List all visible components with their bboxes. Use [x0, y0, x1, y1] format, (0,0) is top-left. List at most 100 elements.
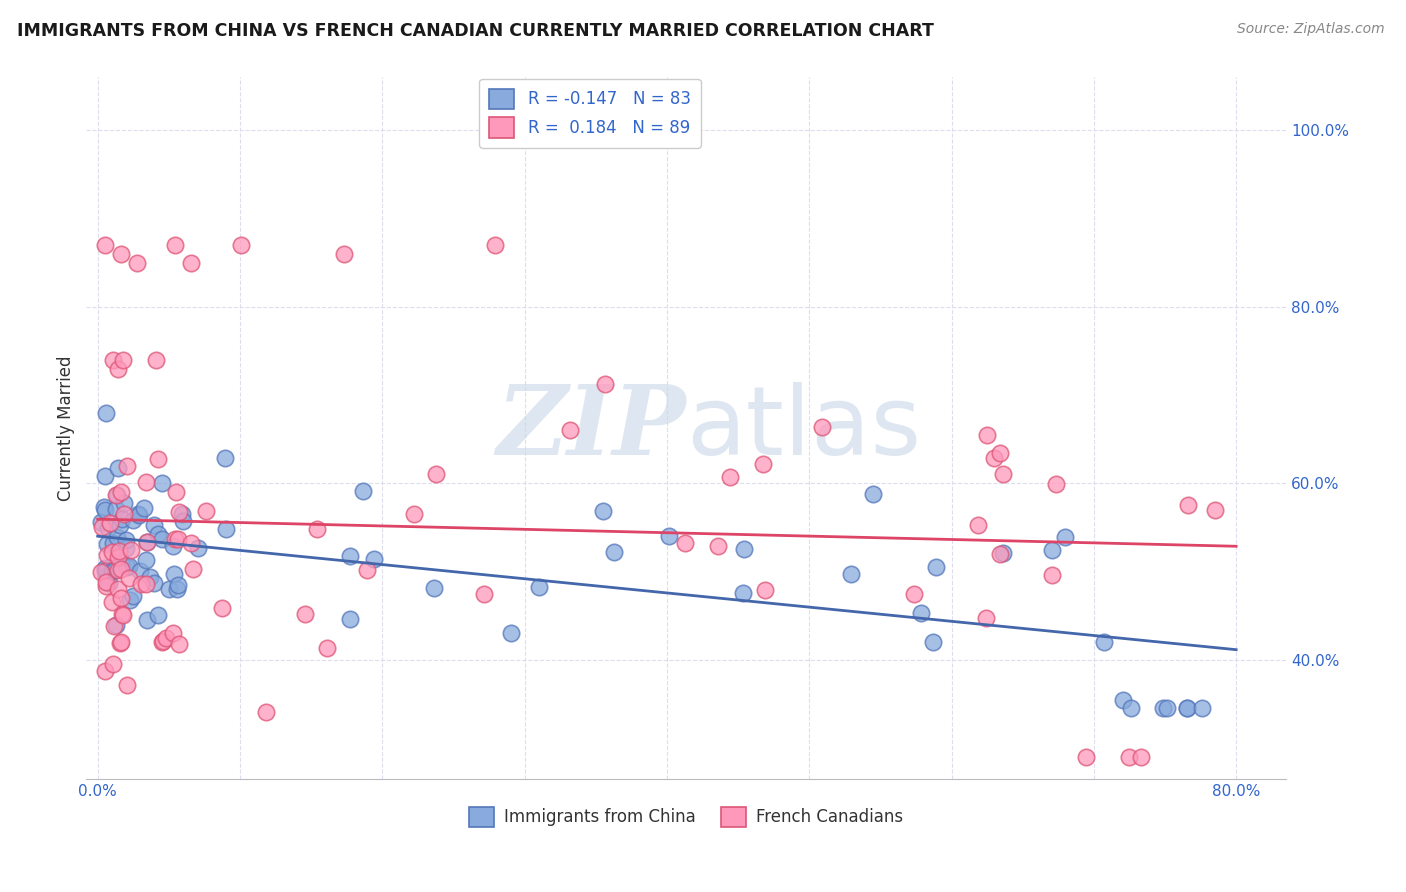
Point — [94, 579, 117, 593]
Point — [105, 617, 128, 632]
Point — [135, 534, 157, 549]
Point — [107, 550, 129, 565]
Point — [121, 542, 143, 557]
Point — [146, 607, 169, 622]
Point — [1076, 749, 1098, 764]
Point — [1175, 701, 1198, 715]
Point — [122, 589, 145, 603]
Point — [165, 238, 187, 252]
Point — [976, 427, 998, 442]
Point — [162, 626, 184, 640]
Point — [707, 539, 730, 553]
Point — [558, 423, 581, 437]
Point — [114, 541, 136, 556]
Point — [839, 566, 862, 581]
Point — [118, 593, 141, 607]
Point — [187, 541, 209, 556]
Point — [425, 467, 447, 482]
Point — [988, 446, 1011, 460]
Point — [658, 529, 681, 543]
Point — [1152, 701, 1174, 715]
Point — [112, 495, 135, 509]
Point — [1054, 530, 1077, 544]
Point — [602, 544, 624, 558]
Point — [101, 352, 124, 367]
Point — [592, 504, 614, 518]
Point — [98, 516, 121, 530]
Point — [110, 554, 132, 568]
Point — [150, 532, 173, 546]
Point — [157, 582, 180, 596]
Point — [110, 484, 132, 499]
Point — [93, 500, 115, 514]
Point — [110, 635, 132, 649]
Point — [167, 578, 190, 592]
Point — [139, 570, 162, 584]
Point — [93, 564, 115, 578]
Point — [115, 533, 138, 547]
Point — [811, 420, 834, 434]
Point — [165, 485, 187, 500]
Point — [97, 521, 120, 535]
Point — [111, 352, 134, 367]
Point — [967, 518, 990, 533]
Point — [94, 468, 117, 483]
Point — [128, 564, 150, 578]
Point — [1204, 503, 1226, 517]
Point — [131, 576, 153, 591]
Point — [1040, 568, 1063, 582]
Point — [1112, 692, 1135, 706]
Point — [339, 549, 361, 563]
Point — [991, 467, 1014, 481]
Point — [115, 560, 138, 574]
Point — [110, 562, 132, 576]
Point — [94, 569, 117, 583]
Point — [484, 238, 506, 252]
Point — [127, 507, 149, 521]
Point — [169, 638, 191, 652]
Point — [125, 256, 148, 270]
Point — [294, 607, 316, 621]
Point — [107, 563, 129, 577]
Point — [96, 406, 118, 420]
Text: atlas: atlas — [686, 382, 921, 475]
Point — [333, 247, 356, 261]
Point — [673, 536, 696, 550]
Point — [94, 561, 117, 575]
Point — [148, 452, 170, 467]
Point — [1092, 635, 1115, 649]
Point — [352, 483, 374, 498]
Point — [862, 486, 884, 500]
Point — [423, 581, 446, 595]
Point — [110, 247, 132, 261]
Point — [100, 545, 122, 559]
Point — [733, 541, 755, 556]
Point — [118, 571, 141, 585]
Point — [135, 613, 157, 627]
Point — [254, 705, 277, 719]
Point — [117, 678, 139, 692]
Point — [163, 533, 186, 547]
Point — [1175, 701, 1198, 715]
Point — [195, 504, 218, 518]
Point — [1130, 749, 1153, 764]
Point — [94, 664, 117, 678]
Point — [229, 238, 252, 252]
Point — [105, 502, 128, 516]
Point — [1118, 749, 1140, 764]
Point — [108, 543, 131, 558]
Point — [101, 595, 124, 609]
Point — [214, 450, 236, 465]
Point — [499, 626, 522, 640]
Point — [1045, 476, 1067, 491]
Point — [991, 546, 1014, 560]
Point — [111, 512, 134, 526]
Point — [988, 547, 1011, 561]
Point — [94, 563, 117, 577]
Point — [143, 576, 166, 591]
Point — [215, 522, 238, 536]
Point — [167, 532, 190, 546]
Point — [404, 508, 426, 522]
Point — [128, 508, 150, 522]
Legend: Immigrants from China, French Canadians: Immigrants from China, French Canadians — [463, 800, 910, 834]
